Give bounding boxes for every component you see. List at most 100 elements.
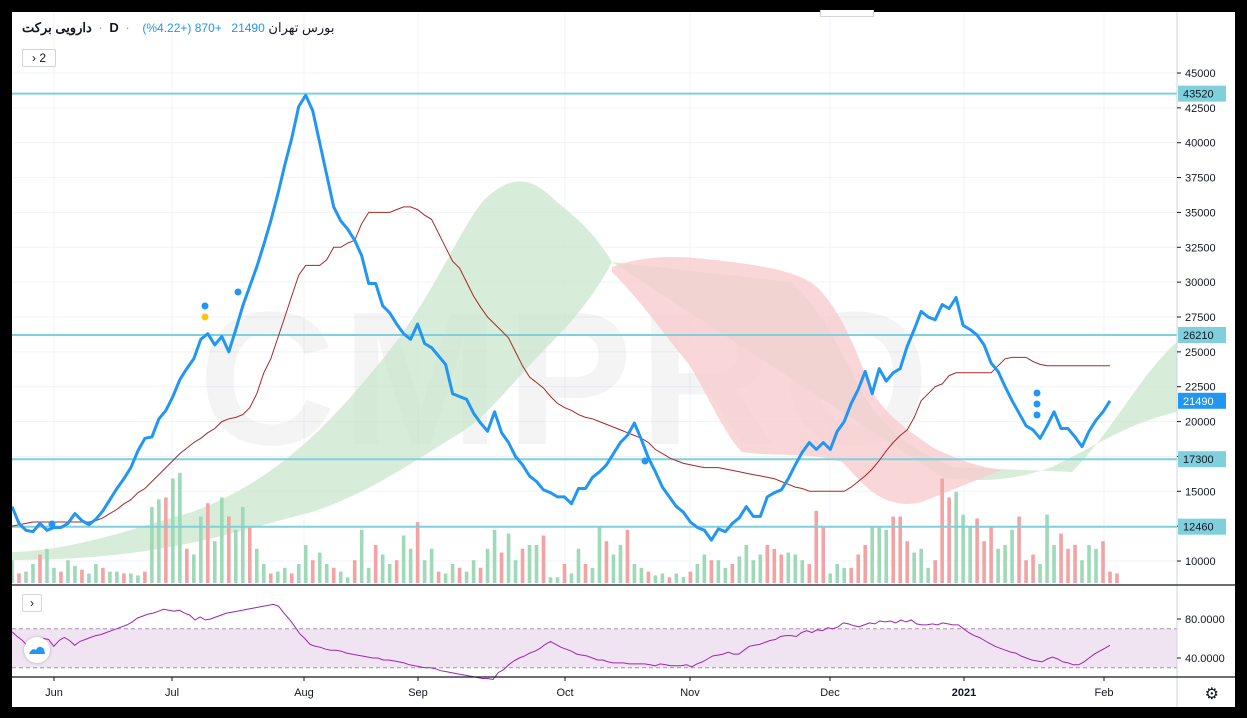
volume-bar: [506, 533, 511, 583]
separator: ·: [98, 20, 103, 35]
toolbar-tab[interactable]: [820, 10, 874, 17]
volume-bar: [1017, 516, 1021, 583]
y-tick-label: 27500: [1185, 312, 1216, 324]
volume-bar: [730, 564, 735, 583]
volume-bar: [828, 573, 833, 583]
volume-bar: [422, 560, 427, 583]
volume-bar: [639, 567, 644, 583]
rsi-collapse-button[interactable]: ›: [22, 594, 42, 612]
indicator-toggle-button[interactable]: › 2: [22, 49, 56, 67]
signal-marker: [234, 288, 242, 296]
ichimoku-cloud: [12, 181, 1177, 560]
level-label: 17300: [1183, 454, 1214, 466]
volume-bar: [1031, 554, 1035, 583]
settings-gear-icon[interactable]: ⚙: [1204, 686, 1219, 703]
volume-bar: [275, 571, 280, 583]
signal-marker: [641, 457, 649, 465]
volume-bar: [282, 567, 287, 583]
volume-bar: [1059, 533, 1063, 583]
chevron-right-icon: ›: [30, 596, 34, 610]
volume-bar: [171, 478, 175, 583]
price-axis: 1000012500150001750020000225002500027500…: [1176, 12, 1226, 707]
volume-bar: [429, 548, 434, 583]
volume-bar: [310, 560, 315, 583]
volume-bar: [94, 564, 98, 583]
base-line: [12, 206, 1110, 527]
level-tag: [1178, 85, 1226, 102]
y-tick-label: 20000: [1185, 417, 1216, 429]
volume-bar: [373, 545, 378, 583]
volume-bar: [898, 516, 902, 583]
volume-bar: [807, 564, 812, 583]
volume-bar: [912, 552, 916, 583]
volume-bars: [12, 472, 1119, 583]
volume-bar: [744, 545, 749, 583]
indicator-count: 2: [39, 51, 47, 65]
volume-bar: [331, 567, 336, 583]
x-tick-label: Nov: [680, 687, 700, 699]
symbol-header: دارویی برکت · D · بورس تهران 21490 +870 …: [22, 20, 334, 36]
volume-bar: [849, 567, 854, 583]
volume-bar: [66, 560, 70, 583]
volume-bar: [485, 548, 490, 583]
level-tag: [1178, 518, 1226, 535]
volume-bar: [52, 567, 56, 583]
volume-bar: [136, 575, 140, 583]
x-tick-label: Jun: [45, 687, 63, 699]
volume-bar: [520, 548, 525, 583]
volume-bar: [1080, 560, 1084, 583]
volume-bar: [772, 548, 777, 583]
volume-bar: [101, 567, 105, 583]
volume-bar: [1066, 548, 1070, 583]
volume-bar: [982, 541, 986, 583]
volume-bar: [667, 577, 672, 583]
volume-bar: [1101, 541, 1105, 583]
symbol-name[interactable]: دارویی برکت: [22, 20, 92, 35]
y-tick-label: 25000: [1185, 347, 1216, 359]
y-tick-label: 32500: [1185, 242, 1216, 254]
volume-bar: [786, 552, 791, 583]
volume-bar: [1052, 545, 1056, 583]
cloud-up: [12, 181, 1177, 560]
volume-bar: [317, 552, 322, 583]
volume-bar: [143, 571, 147, 583]
exchange-name: بورس تهران: [268, 20, 335, 35]
volume-bar: [24, 571, 28, 583]
volume-bar: [296, 564, 301, 583]
chart-canvas[interactable]: CMPRO 1000012500150001750020000225002500…: [12, 12, 1235, 707]
y-tick-label: 37500: [1185, 173, 1216, 185]
volume-bar: [268, 573, 273, 583]
x-tick-label: Oct: [556, 687, 573, 699]
volume-bar: [247, 526, 252, 583]
volume-bar: [457, 567, 462, 583]
volume-bar: [150, 507, 154, 583]
volume-bar: [443, 573, 448, 583]
volume-bar: [324, 564, 329, 583]
volume-bar: [835, 564, 840, 583]
time-axis: Jun Jul Aug Sep Oct Nov Dec 2021 Feb: [45, 677, 1113, 699]
volume-bar: [653, 575, 658, 583]
separator: ·: [125, 20, 130, 35]
volume-bar: [555, 577, 560, 583]
volume-bar: [814, 510, 819, 583]
volume-bar: [646, 571, 651, 583]
volume-bar: [408, 548, 413, 583]
volume-bar: [576, 548, 581, 583]
x-tick-label: Dec: [820, 687, 840, 699]
volume-bar: [38, 554, 42, 583]
volume-bar: [240, 507, 245, 583]
volume-bar: [821, 526, 826, 583]
volume-bar: [80, 569, 84, 583]
volume-bar: [59, 571, 63, 583]
price-line: [12, 93, 1112, 542]
volume-bar: [122, 573, 126, 583]
volume-bar: [877, 526, 882, 583]
volume-bar: [758, 554, 763, 583]
volume-bar: [926, 567, 930, 583]
volume-bar: [884, 529, 889, 583]
volume-bar: [709, 560, 714, 583]
rsi-tick-label: 80.0000: [1185, 614, 1225, 626]
volume-bar: [968, 526, 972, 583]
interval[interactable]: D: [109, 20, 119, 35]
signal-marker: [1033, 389, 1041, 397]
